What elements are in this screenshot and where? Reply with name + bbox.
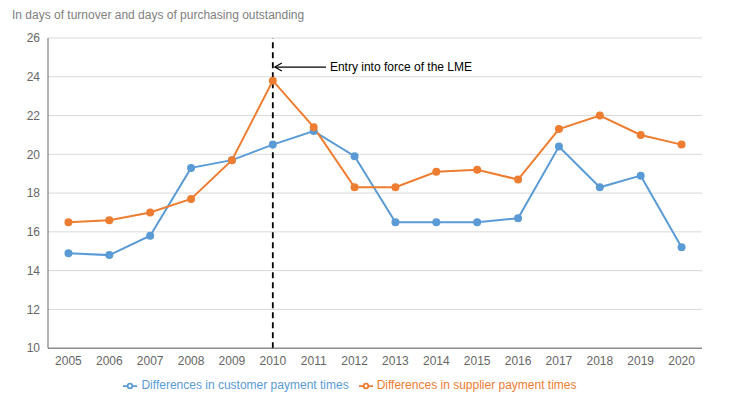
svg-text:2010: 2010 [259,354,286,368]
html-text:Differences in supplier paymen: Differences in supplier payment times [376,378,577,393]
svg-text:Entry into force of the LME: Entry into force of the LME [330,60,472,74]
svg-text:2006: 2006 [96,354,123,368]
svg-text:24: 24 [27,70,41,84]
svg-text:2011: 2011 [301,354,327,368]
svg-text:14: 14 [27,264,41,278]
svg-text:2019: 2019 [627,354,654,368]
svg-text:2007: 2007 [137,354,164,368]
svg-text:2017: 2017 [546,354,573,368]
svg-text:2005: 2005 [55,354,82,368]
svg-text:2012: 2012 [341,354,368,368]
svg-text:2008: 2008 [178,354,205,368]
svg-text:20: 20 [27,148,41,162]
svg-text:10: 10 [27,341,41,355]
svg-text:2015: 2015 [464,354,491,368]
html-text:In days of turnover and days o: In days of turnover and days of purchasi… [12,8,305,22]
svg-text:22: 22 [27,109,41,123]
svg-text:18: 18 [27,186,41,200]
svg-text:2016: 2016 [505,354,532,368]
svg-text:2018: 2018 [586,354,613,368]
svg-text:2014: 2014 [423,354,450,368]
svg-text:16: 16 [27,225,41,239]
svg-text:2009: 2009 [219,354,246,368]
svg-text:2013: 2013 [382,354,409,368]
html-text:Differences in customer paymen: Differences in customer payment times [141,378,349,393]
svg-text:2020: 2020 [668,354,695,368]
svg-text:26: 26 [27,31,41,45]
svg-text:12: 12 [27,303,41,317]
